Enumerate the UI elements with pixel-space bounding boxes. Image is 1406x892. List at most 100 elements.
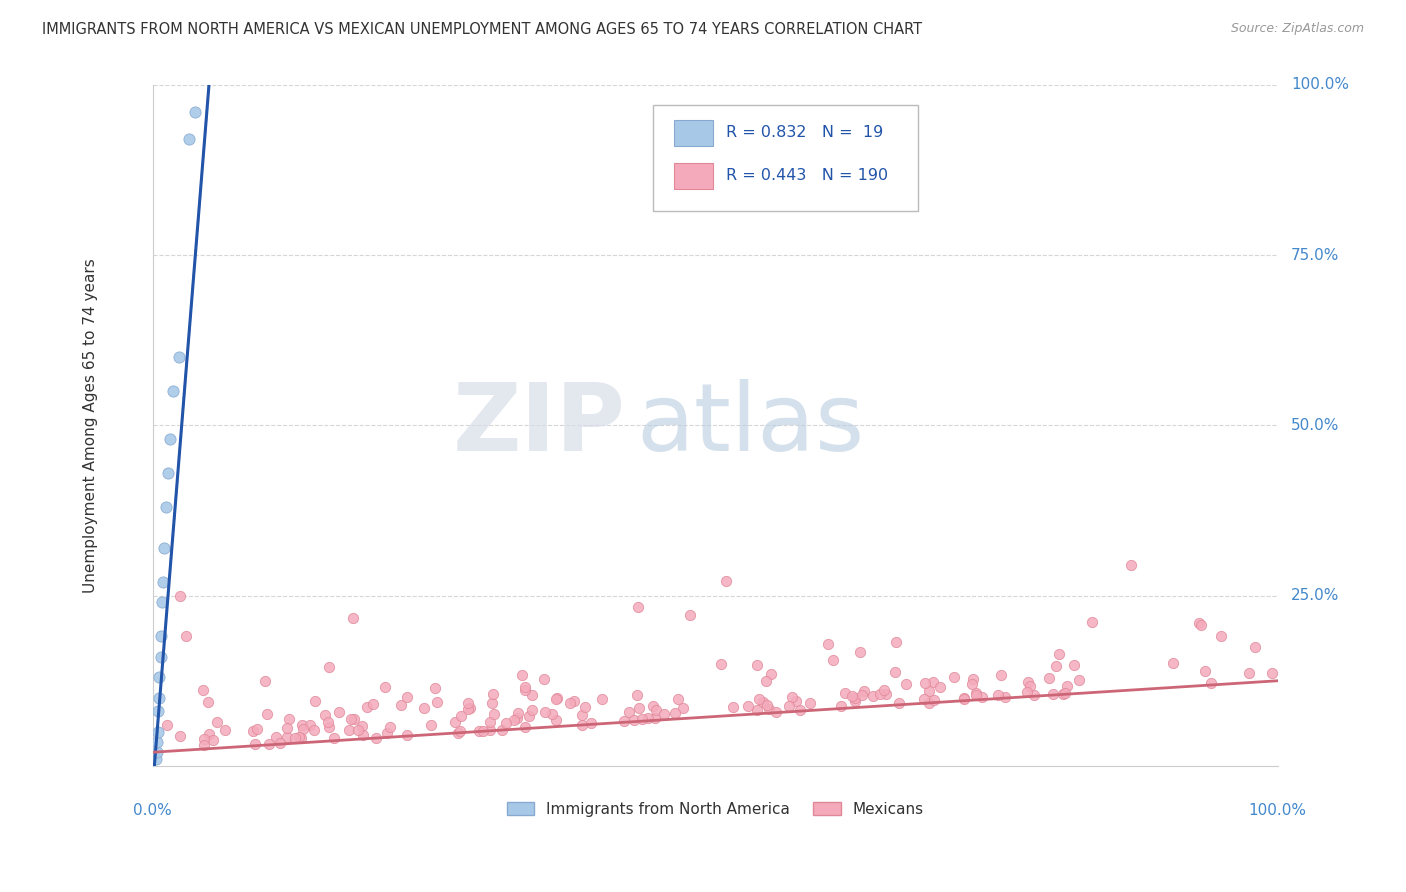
- Text: atlas: atlas: [637, 379, 865, 471]
- Point: [520, 703, 543, 717]
- Point: [533, 705, 555, 719]
- Point: [1261, 665, 1284, 680]
- Point: [479, 723, 502, 738]
- Point: [184, 105, 207, 120]
- Point: [389, 698, 412, 712]
- Point: [789, 703, 811, 717]
- Point: [841, 690, 863, 704]
- Point: [1056, 679, 1078, 693]
- Point: [883, 665, 905, 679]
- Point: [148, 670, 170, 684]
- Point: [253, 673, 276, 688]
- Point: [533, 672, 555, 686]
- Point: [318, 720, 340, 734]
- Point: [159, 432, 181, 446]
- Point: [491, 723, 513, 737]
- Point: [562, 694, 585, 708]
- Point: [288, 731, 311, 745]
- Point: [844, 694, 866, 708]
- Text: R = 0.443   N = 190: R = 0.443 N = 190: [727, 168, 889, 183]
- Point: [150, 595, 173, 609]
- FancyBboxPatch shape: [673, 120, 713, 146]
- Text: 100.0%: 100.0%: [1249, 804, 1306, 818]
- Point: [912, 692, 935, 706]
- Point: [574, 699, 596, 714]
- Point: [1054, 686, 1077, 700]
- Point: [821, 653, 844, 667]
- Point: [191, 683, 214, 698]
- Point: [627, 600, 650, 615]
- Point: [457, 702, 479, 716]
- Point: [374, 680, 396, 694]
- Point: [457, 696, 479, 710]
- Point: [755, 674, 778, 689]
- Point: [714, 574, 737, 588]
- Point: [299, 717, 322, 731]
- Point: [644, 703, 666, 717]
- Point: [478, 714, 501, 729]
- Point: [745, 658, 768, 673]
- Point: [420, 718, 443, 732]
- Point: [214, 723, 236, 738]
- Point: [363, 697, 385, 711]
- Point: [155, 500, 177, 515]
- Point: [198, 727, 221, 741]
- Point: [318, 660, 340, 674]
- Point: [513, 720, 536, 734]
- Point: [278, 712, 301, 726]
- Point: [952, 692, 974, 706]
- Point: [884, 634, 907, 648]
- Point: [643, 699, 665, 714]
- Point: [378, 720, 401, 734]
- Point: [467, 724, 489, 739]
- Point: [994, 690, 1017, 705]
- Point: [207, 714, 229, 729]
- Point: [152, 574, 174, 589]
- Point: [510, 668, 533, 682]
- Point: [256, 706, 278, 721]
- Point: [276, 730, 298, 744]
- Point: [571, 707, 593, 722]
- Point: [1189, 617, 1212, 632]
- Point: [1047, 647, 1070, 661]
- Point: [737, 699, 759, 714]
- Point: [153, 541, 176, 555]
- Point: [1015, 684, 1038, 698]
- Point: [544, 692, 567, 706]
- Point: [291, 717, 314, 731]
- Point: [972, 690, 994, 705]
- Point: [613, 714, 636, 728]
- Point: [652, 706, 675, 721]
- Point: [481, 696, 503, 710]
- Point: [853, 683, 876, 698]
- Point: [148, 724, 170, 739]
- Point: [721, 700, 744, 714]
- Text: 75.0%: 75.0%: [1291, 248, 1340, 262]
- Point: [799, 697, 821, 711]
- Point: [965, 688, 987, 702]
- Point: [751, 695, 773, 709]
- Point: [482, 687, 505, 701]
- Point: [1038, 671, 1060, 685]
- Point: [761, 667, 783, 681]
- FancyBboxPatch shape: [654, 105, 918, 211]
- Point: [202, 732, 225, 747]
- Point: [292, 722, 315, 736]
- Point: [450, 709, 472, 723]
- Point: [541, 707, 564, 722]
- Point: [896, 677, 918, 691]
- Point: [343, 712, 366, 726]
- Point: [197, 695, 219, 709]
- Point: [765, 705, 787, 719]
- Point: [242, 724, 264, 739]
- Point: [671, 701, 693, 715]
- Point: [503, 713, 526, 727]
- Point: [146, 745, 169, 759]
- Point: [617, 705, 640, 719]
- Point: [426, 695, 449, 709]
- Point: [780, 690, 803, 705]
- Point: [167, 351, 190, 365]
- Point: [169, 729, 191, 743]
- Point: [269, 736, 291, 750]
- Point: [1163, 657, 1185, 671]
